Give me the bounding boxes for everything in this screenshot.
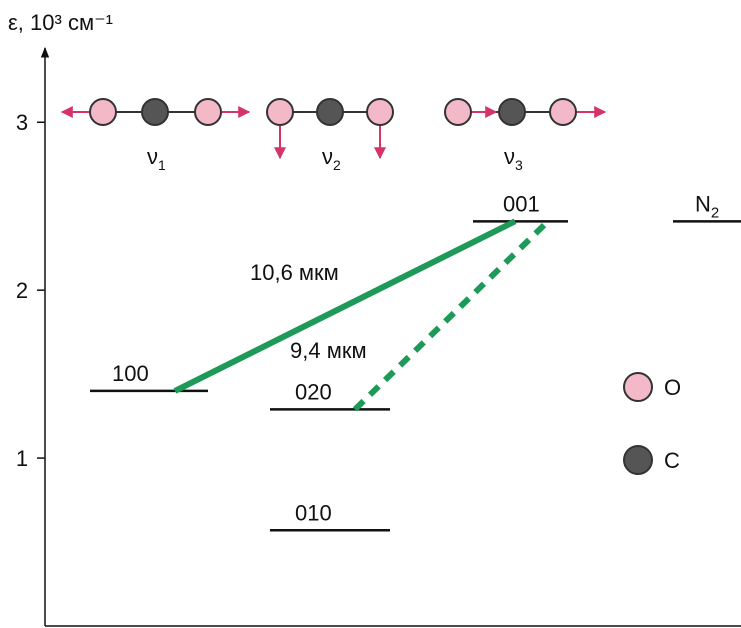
level-label: 001 — [503, 191, 540, 216]
mode-subscript: 3 — [515, 157, 523, 173]
level-label: 010 — [295, 500, 332, 525]
transition-label: 9,4 мкм — [290, 338, 367, 363]
transition — [352, 219, 551, 412]
y-tick-label: 2 — [16, 278, 28, 303]
level-label: N2 — [695, 191, 719, 221]
level-label: 100 — [112, 361, 149, 386]
level-name: 020 — [295, 379, 332, 404]
molecules — [60, 98, 653, 475]
y-tick-label: 3 — [16, 110, 28, 135]
mode-symbol: ν — [322, 144, 333, 169]
level-name: 010 — [295, 500, 332, 525]
level-subscript: 2 — [711, 204, 719, 221]
mode-label: ν3 — [504, 144, 523, 173]
mode-symbol: ν — [147, 144, 158, 169]
mode-subscript: 1 — [158, 157, 166, 173]
mode-subscript: 2 — [333, 157, 341, 173]
mode-label: ν1 — [147, 144, 166, 173]
mode-label: ν2 — [322, 144, 341, 173]
legend-label: O — [664, 375, 681, 400]
axis-label: ε, 10³ см⁻¹ — [8, 10, 113, 35]
level-name: N — [695, 191, 711, 216]
legend-label: C — [664, 448, 680, 473]
mode-symbol: ν — [504, 144, 515, 169]
y-tick-label: 1 — [16, 446, 28, 471]
level-name: 100 — [112, 361, 149, 386]
transition-label: 10,6 мкм — [250, 260, 339, 285]
transition — [173, 218, 517, 394]
level-label: 020 — [295, 379, 332, 404]
level-name: 001 — [503, 191, 540, 216]
